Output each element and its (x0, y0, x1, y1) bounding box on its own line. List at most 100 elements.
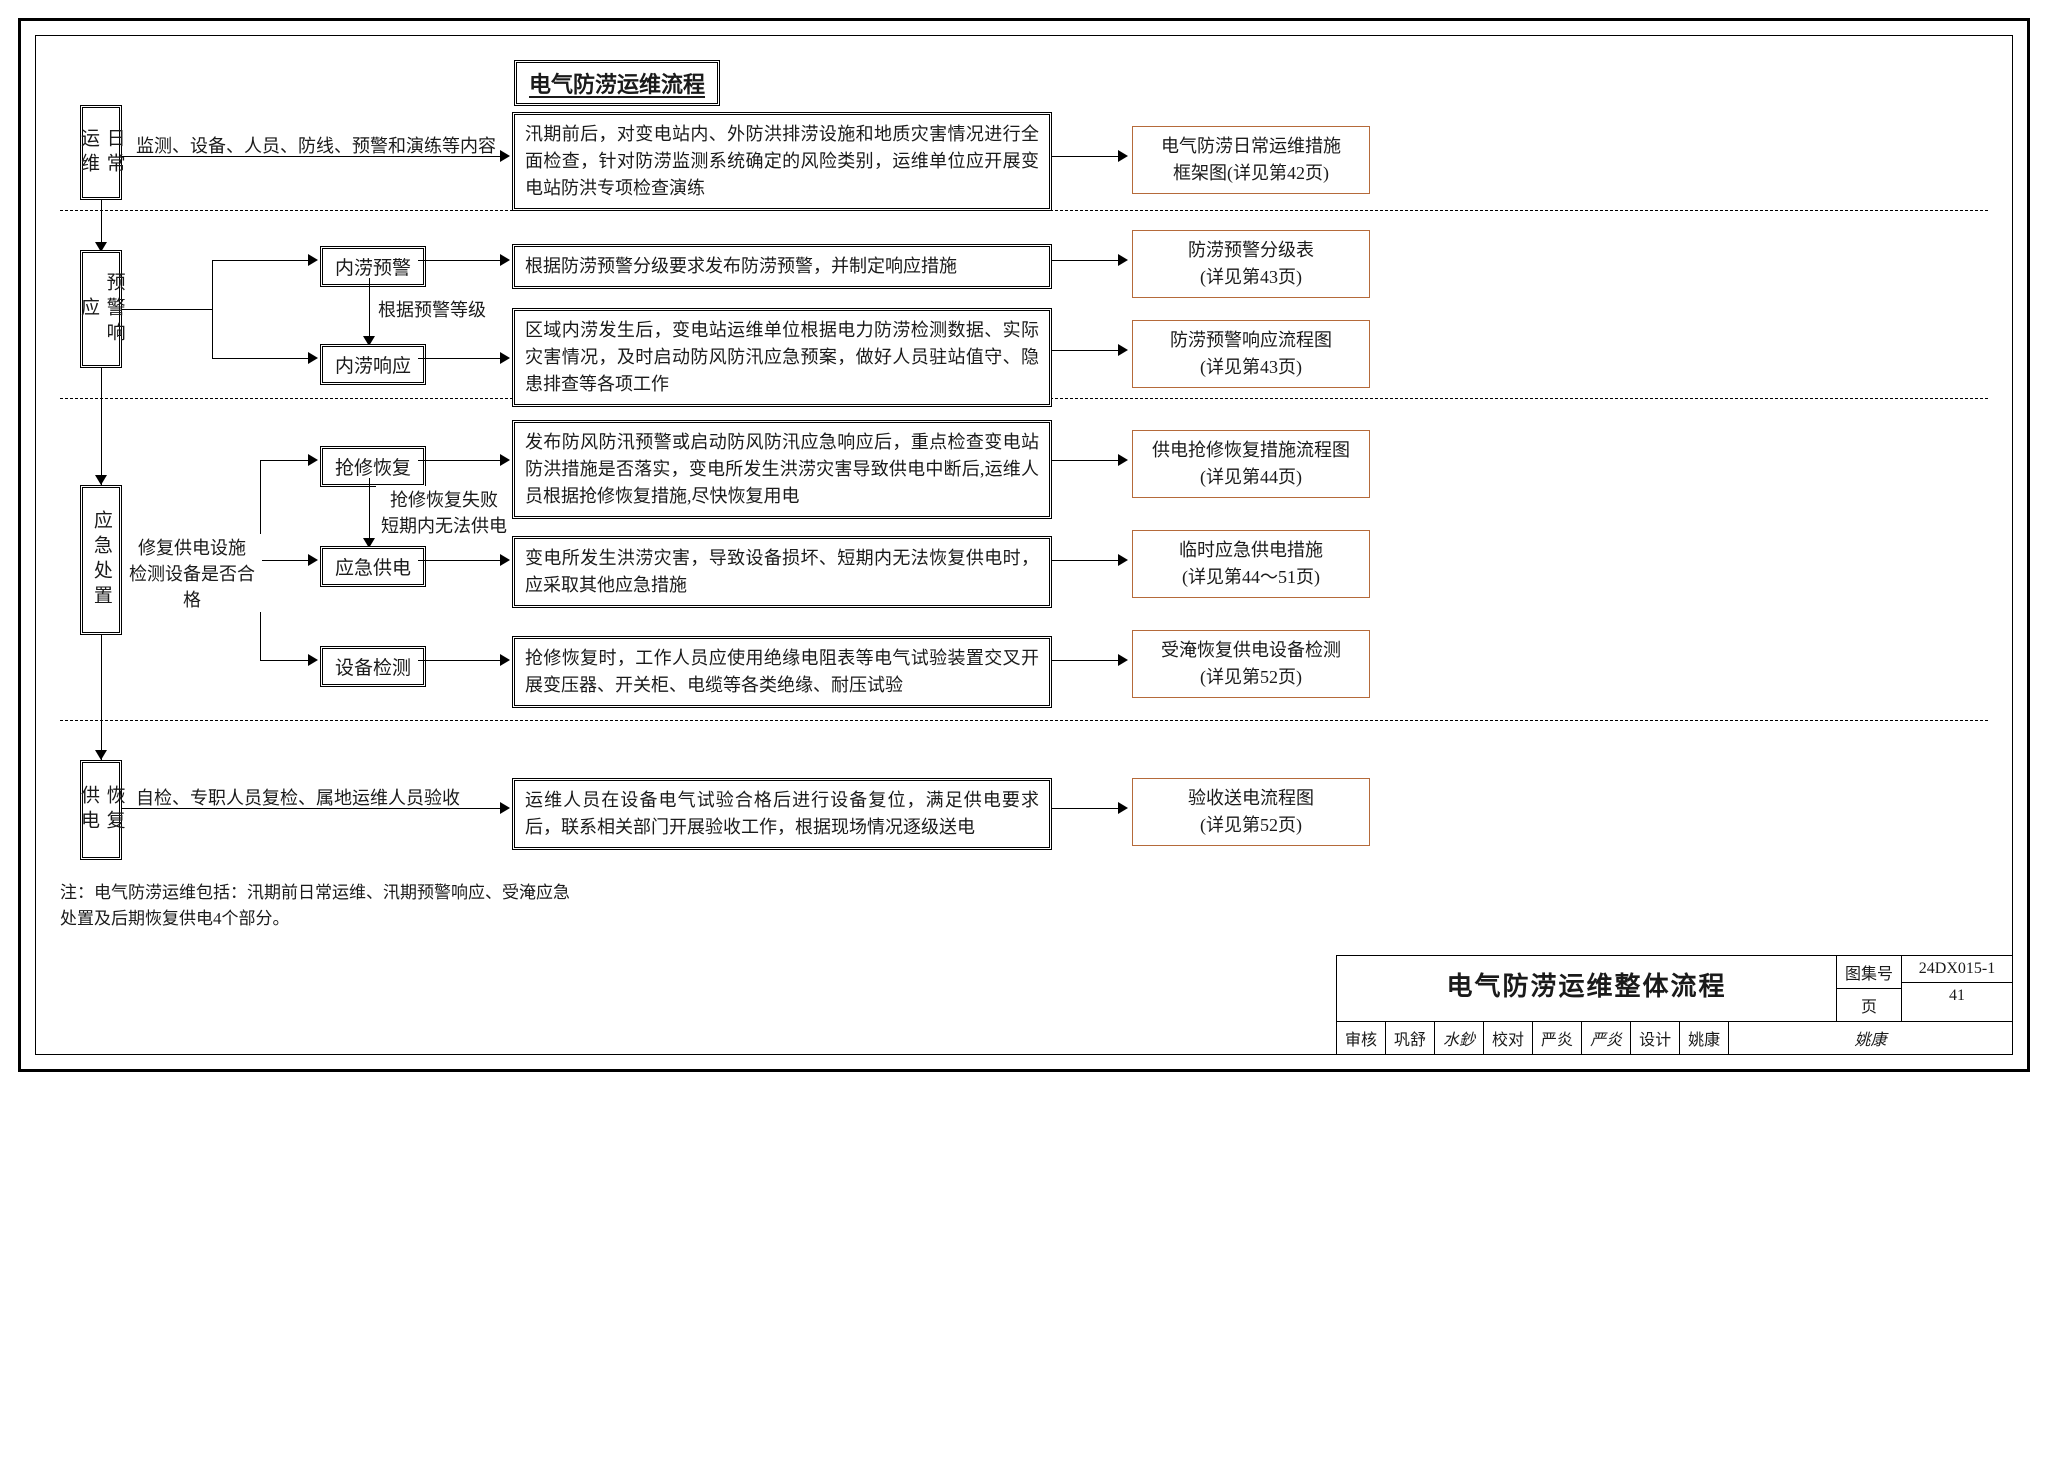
sup-to-desc (418, 560, 502, 561)
stage-daily: 日常运维 (80, 105, 122, 200)
desc-fix: 发布防风防汛预警或启动防风防汛应急响应后，重点检查变电站防洪措施是否落实，变电所… (512, 420, 1052, 519)
wyj-ref-arrow (1118, 254, 1128, 266)
tb-ver-lbl: 校对 (1484, 1022, 1533, 1054)
flow-title: 电气防涝运维流程 (514, 60, 720, 106)
ref-wxy: 防涝预警响应流程图 (详见第43页) (1132, 320, 1370, 388)
edge-daily-ref-arrow (1118, 150, 1128, 162)
tb-setno-lbl: 图集号 (1837, 956, 1901, 989)
sup-to-desc-arrow (500, 554, 510, 566)
divider-3 (60, 720, 1988, 721)
restore-ref-edge (1052, 808, 1120, 809)
fix-to-sup (369, 478, 370, 546)
ref-test: 受淹恢复供电设备检测 (详见第52页) (1132, 630, 1370, 698)
yj-to-xy (369, 278, 370, 344)
w-to-yj-arrow (308, 254, 318, 266)
xy-to-desc (418, 358, 502, 359)
ref-restore-2: (详见第52页) (1143, 812, 1359, 839)
stage-warn: 预警响应 (80, 250, 122, 368)
tb-chk-lbl: 审核 (1337, 1022, 1386, 1054)
e-to-sup (260, 560, 310, 561)
yj-to-desc (418, 260, 502, 261)
w-to-yj (212, 260, 310, 261)
ref-wyj-2: (详见第43页) (1143, 264, 1359, 291)
e-to-test (260, 660, 310, 661)
tb-chk-sig: 水鈔 (1435, 1022, 1484, 1054)
desc-test: 抢修恢复时，工作人员应使用绝缘电阻表等电气试验装置交叉开展变压器、开关柜、电缆等… (512, 636, 1052, 708)
tb-page-lbl: 页 (1837, 989, 1901, 1021)
restore-ref-arrow (1118, 802, 1128, 814)
ref-supply-1: 临时应急供电措施 (1143, 537, 1359, 564)
tb-col-values: 24DX015-1 41 (1902, 956, 2012, 1021)
tb-title: 电气防涝运维整体流程 (1337, 956, 1837, 1021)
ref-supply-2: (详见第44～51页) (1143, 564, 1359, 591)
test-ref-arrow (1118, 654, 1128, 666)
yj-edge-label: 根据预警等级 (378, 296, 486, 322)
edge-daily-ref (1052, 156, 1120, 157)
tb-des-lbl: 设计 (1631, 1022, 1680, 1054)
w-stem (122, 309, 212, 310)
ref-wyj: 防涝预警分级表 (详见第43页) (1132, 230, 1370, 298)
edge-daily (122, 156, 502, 157)
e-to-test-arrow (308, 654, 318, 666)
e-restore-2: 检测设备是否合格 (122, 560, 262, 612)
tb-bottom: 审核 巩舒 水鈔 校对 严炎 严炎 设计 姚康 姚康 (1337, 1021, 2012, 1054)
tb-chk: 巩舒 (1386, 1022, 1435, 1054)
tb-ver-sig: 严炎 (1582, 1022, 1631, 1054)
test-ref-edge (1052, 660, 1120, 661)
tb-top: 电气防涝运维整体流程 图集号 页 24DX015-1 41 (1337, 956, 2012, 1021)
desc-wxy: 区域内涝发生后，变电站运维单位根据电力防涝检测数据、实际灾害情况，及时启动防风防… (512, 308, 1052, 407)
substep-fix: 抢修恢复 (320, 446, 426, 487)
edge-daily-label: 监测、设备、人员、防线、预警和演练等内容 (136, 132, 496, 158)
test-to-desc-arrow (500, 654, 510, 666)
fix-ref-edge (1052, 460, 1120, 461)
e-restore-1: 修复供电设施 (122, 534, 262, 560)
fixfail-label: 抢修恢复失败 短期内无法供电 (376, 486, 512, 538)
substep-yj: 内涝预警 (320, 246, 426, 287)
edge-restore-label: 自检、专职人员复检、属地运维人员验收 (136, 784, 460, 810)
outer-frame: 电气防涝运维流程 日常运维 监测、设备、人员、防线、预警和演练等内容 汛期前后，… (18, 18, 2030, 1072)
yj-to-desc-arrow (500, 254, 510, 266)
e-to-fix (260, 460, 310, 461)
stage-emergency: 应急处置 (80, 485, 122, 635)
ref-wxy-1: 防涝预警响应流程图 (1143, 327, 1359, 354)
e-to-sup-arrow (308, 554, 318, 566)
ref-fix-2: (详见第44页) (1143, 464, 1359, 491)
wxy-ref-edge (1052, 350, 1120, 351)
test-to-desc (418, 660, 502, 661)
stage-restore: 恢复供电 (80, 760, 122, 860)
w-to-xy (212, 358, 310, 359)
xy-to-desc-arrow (500, 352, 510, 364)
tb-setno: 24DX015-1 (1902, 956, 2012, 983)
edge-daily-arrow (500, 150, 510, 162)
wxy-ref-arrow (1118, 344, 1128, 356)
tb-page: 41 (1902, 983, 2012, 1009)
sup-ref-arrow (1118, 554, 1128, 566)
substep-xy: 内涝响应 (320, 344, 426, 385)
ref-restore-1: 验收送电流程图 (1143, 785, 1359, 812)
ref-test-1: 受淹恢复供电设备检测 (1143, 637, 1359, 664)
spine-arrow-3 (95, 750, 107, 760)
ref-fix: 供电抢修恢复措施流程图 (详见第44页) (1132, 430, 1370, 498)
ref-daily: 电气防涝日常运维措施 框架图(详见第42页) (1132, 126, 1370, 194)
fix-ref-arrow (1118, 454, 1128, 466)
edge-restore-arrow (500, 802, 510, 814)
desc-daily: 汛期前后，对变电站内、外防洪排涝设施和地质灾害情况进行全面检查，针对防涝监测系统… (512, 112, 1052, 211)
ref-wyj-1: 防涝预警分级表 (1143, 237, 1359, 264)
desc-restore: 运维人员在设备电气试验合格后进行设备复位，满足供电要求后，联系相关部门开展验收工… (512, 778, 1052, 850)
sup-ref-edge (1052, 560, 1120, 561)
footnote: 注：电气防涝运维包括：汛期前日常运维、汛期预警响应、受淹应急处置及后期恢复供电4… (60, 880, 580, 931)
ref-test-2: (详见第52页) (1143, 664, 1359, 691)
tb-des: 姚康 (1680, 1022, 1729, 1054)
desc-supply: 变电所发生洪涝灾害，导致设备损坏、短期内无法恢复供电时，应采取其他应急措施 (512, 536, 1052, 608)
tb-ver: 严炎 (1533, 1022, 1582, 1054)
tb-col-labels: 图集号 页 (1837, 956, 1902, 1021)
substep-test: 设备检测 (320, 646, 426, 687)
ref-daily-line2: 框架图(详见第42页) (1143, 160, 1359, 187)
ref-fix-1: 供电抢修恢复措施流程图 (1143, 437, 1359, 464)
ref-restore: 验收送电流程图 (详见第52页) (1132, 778, 1370, 846)
desc-wyj: 根据防涝预警分级要求发布防涝预警，并制定响应措施 (512, 244, 1052, 289)
inner-frame: 电气防涝运维流程 日常运维 监测、设备、人员、防线、预警和演练等内容 汛期前后，… (35, 35, 2013, 1055)
tb-des-sig: 姚康 (1729, 1022, 2012, 1054)
ref-wxy-2: (详见第43页) (1143, 354, 1359, 381)
ref-daily-line1: 电气防涝日常运维措施 (1143, 133, 1359, 160)
